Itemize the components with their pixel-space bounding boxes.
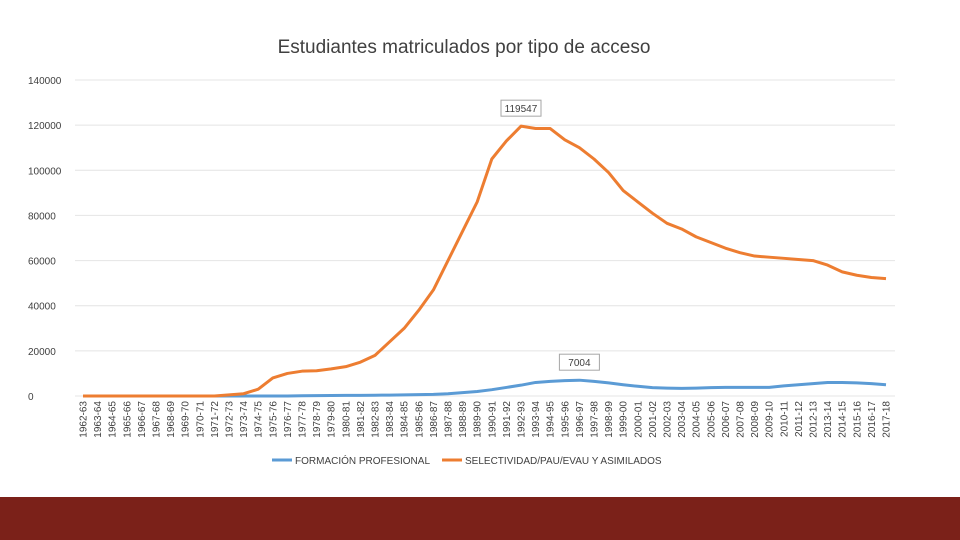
- y-tick-label: 140000: [28, 76, 62, 87]
- x-tick-label: 2000-01: [633, 401, 644, 438]
- x-tick-label: 2005-06: [706, 401, 717, 438]
- x-tick-label: 2003-04: [677, 401, 688, 438]
- x-tick-label: 1999-00: [619, 401, 630, 438]
- y-tick-label: 40000: [28, 302, 56, 313]
- x-tick-label: 1993-94: [531, 401, 542, 438]
- x-tick-label: 2010-11: [779, 401, 790, 437]
- y-tick-label: 0: [28, 392, 34, 403]
- x-tick-label: 1976-77: [283, 401, 294, 438]
- x-tick-label: 1965-66: [122, 401, 133, 438]
- x-tick-label: 2008-09: [750, 401, 761, 438]
- series-line: [83, 124, 887, 398]
- y-tick-label: 80000: [28, 211, 56, 222]
- legend-label: FORMACIÓN PROFESIONAL: [295, 454, 430, 467]
- x-tick-label: 1991-92: [502, 401, 513, 438]
- x-tick-label: 1990-91: [487, 401, 498, 438]
- x-tick-label: 1980-81: [341, 401, 352, 438]
- x-tick-label: 1969-70: [181, 401, 192, 438]
- x-tick-label: 2012-13: [809, 401, 820, 438]
- x-tick-label: 2006-07: [721, 401, 732, 438]
- x-tick-label: 1971-72: [210, 401, 221, 438]
- x-tick-label: 1983-84: [385, 401, 396, 438]
- x-tick-label: 2004-05: [692, 401, 703, 438]
- x-tick-label: 2014-15: [838, 401, 849, 438]
- x-tick-label: 1995-96: [560, 401, 571, 438]
- y-tick-label: 60000: [28, 257, 56, 268]
- x-tick-label: 1989-90: [473, 401, 484, 438]
- x-tick-label: 2011-12: [794, 401, 805, 437]
- x-tick-label: 1975-76: [268, 401, 279, 438]
- x-tick-label: 2007-08: [736, 401, 747, 438]
- x-tick-label: 1982-83: [371, 401, 382, 438]
- x-tick-label: 1966-67: [137, 401, 148, 438]
- x-tick-label: 2002-03: [663, 401, 674, 438]
- x-tick-label: 1998-99: [604, 401, 615, 438]
- x-tick-label: 1977-78: [298, 401, 309, 438]
- y-tick-label: 120000: [28, 121, 62, 132]
- x-tick-label: 2015-16: [852, 401, 863, 438]
- x-tick-label: 1988-89: [458, 401, 469, 438]
- x-tick-label: 1972-73: [225, 401, 236, 438]
- footer-band: [0, 497, 960, 540]
- data-label: 7004: [568, 358, 591, 369]
- x-tick-label: 1997-98: [590, 401, 601, 438]
- x-tick-label: 1970-71: [195, 401, 206, 438]
- x-tick-label: 1978-79: [312, 401, 323, 438]
- x-tick-label: 1992-93: [517, 401, 528, 438]
- x-tick-label: 1987-88: [444, 401, 455, 438]
- y-tick-label: 100000: [28, 166, 62, 177]
- x-tick-label: 1967-68: [152, 401, 163, 438]
- legend-label: SELECTIVIDAD/PAU/EVAU Y ASIMILADOS: [465, 456, 662, 467]
- x-tick-label: 2001-02: [648, 401, 659, 438]
- chart-title: Estudiantes matriculados por tipo de acc…: [278, 37, 651, 58]
- x-tick-label: 1984-85: [400, 401, 411, 438]
- x-tick-label: 2017-18: [882, 401, 893, 438]
- x-tick-label: 1973-74: [239, 401, 250, 438]
- x-tick-label: 1974-75: [254, 401, 265, 438]
- x-tick-label: 1986-87: [429, 401, 440, 438]
- y-tick-label: 20000: [28, 347, 56, 358]
- x-tick-label: 1963-64: [93, 401, 104, 438]
- x-tick-label: 2016-17: [867, 401, 878, 438]
- x-tick-label: 1962-63: [79, 401, 90, 438]
- data-label-box: [558, 353, 600, 371]
- x-tick-label: 1964-65: [108, 401, 119, 438]
- chart: Estudiantes matriculados por tipo de acc…: [28, 37, 895, 467]
- data-label-box: [500, 99, 542, 117]
- x-tick-label: 1985-86: [414, 401, 425, 438]
- x-tick-label: 1994-95: [546, 401, 557, 438]
- x-tick-label: 1968-69: [166, 401, 177, 438]
- data-label: 119547: [505, 104, 538, 115]
- x-tick-label: 1981-82: [356, 401, 367, 438]
- x-tick-label: 2013-14: [823, 401, 834, 438]
- x-tick-label: 1996-97: [575, 401, 586, 438]
- x-tick-label: 1979-80: [327, 401, 338, 438]
- x-tick-label: 2009-10: [765, 401, 776, 438]
- series-line: [83, 378, 887, 398]
